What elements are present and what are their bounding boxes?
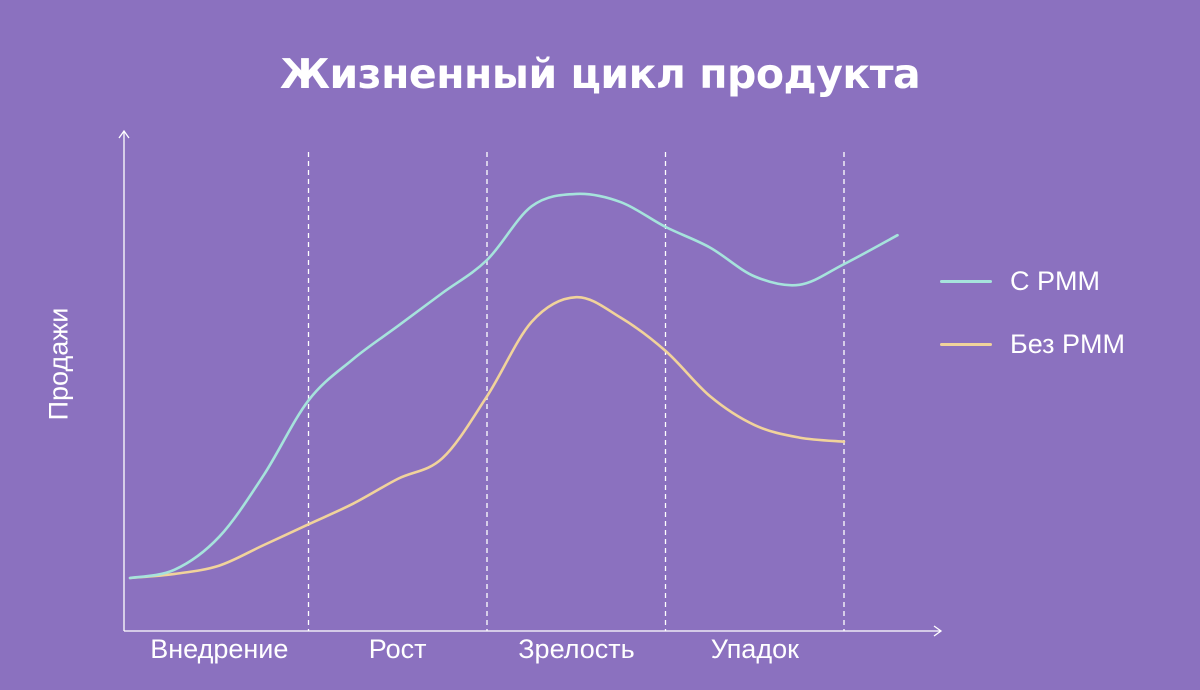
x-tick-label: Рост	[368, 634, 427, 664]
legend-label-with-pmm: С PMM	[1010, 265, 1100, 296]
x-axis-arrow	[933, 625, 943, 637]
chart-title: Жизненный цикл продукта	[279, 50, 921, 98]
legend-item-with-pmm: С PMM	[940, 266, 1100, 296]
x-tick-label: Зрелость	[518, 634, 635, 664]
legend-label-without-pmm: Без PMM	[1010, 328, 1126, 359]
x-tick-label: Упадок	[710, 634, 799, 664]
y-axis-arrow	[118, 129, 130, 139]
series-line-without-pmm	[128, 295, 846, 580]
legend-swatch-with-pmm	[940, 279, 992, 283]
y-axis-label: Продажи	[43, 307, 74, 421]
x-tick-label: Внедрение	[150, 634, 289, 664]
legend-item-without-pmm: Без PMM	[940, 329, 1125, 359]
legend-swatch-without-pmm	[940, 342, 992, 346]
series-line-with-pmm	[128, 192, 899, 580]
